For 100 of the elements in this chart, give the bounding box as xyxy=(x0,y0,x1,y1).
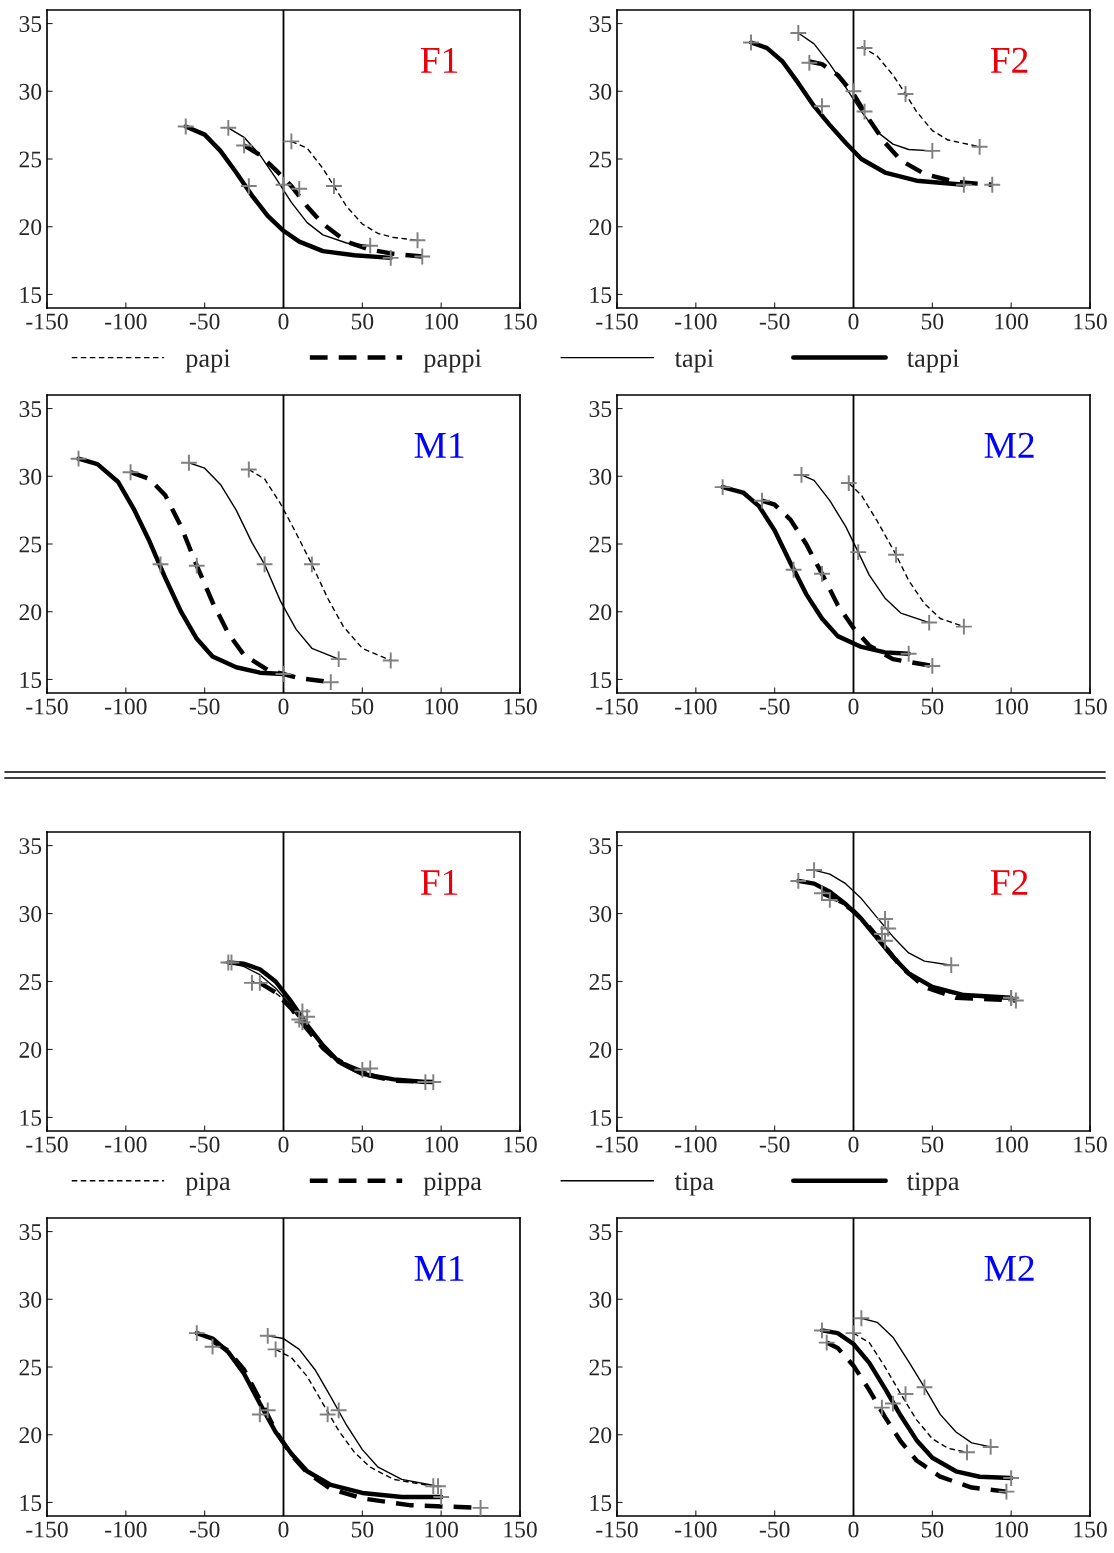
y-tick-label: 25 xyxy=(589,151,612,168)
x-tick-label: 0 xyxy=(278,1136,289,1153)
x-tick-label: 50 xyxy=(921,698,944,715)
legend-label: tappi xyxy=(907,349,960,373)
x-tick-label: -150 xyxy=(26,698,68,715)
y-tick-label: 15 xyxy=(590,1110,612,1126)
y-tick-label: 15 xyxy=(590,672,612,688)
y-tick-label: 20 xyxy=(589,219,612,236)
y-tick-label: 30 xyxy=(589,468,612,485)
x-tick-label: -100 xyxy=(675,698,717,715)
y-tick-label: 25 xyxy=(19,536,42,553)
x-tick-label: 50 xyxy=(921,1136,944,1153)
y-tick-label: 35 xyxy=(19,401,42,417)
legend-label: tipa xyxy=(674,1172,714,1196)
text: F2 xyxy=(990,870,1028,895)
text: F1 xyxy=(420,870,458,895)
y-tick-label: 35 xyxy=(589,838,612,855)
legend-label: tippa xyxy=(907,1172,960,1196)
x-tick-label: 50 xyxy=(351,1521,374,1538)
y-tick-label: 25 xyxy=(19,1359,42,1376)
x-tick-label: 0 xyxy=(278,698,289,715)
x-tick-label: 150 xyxy=(1074,313,1107,330)
y-tick-label: 25 xyxy=(589,536,612,553)
text: F1 xyxy=(420,47,458,73)
x-tick-label: -50 xyxy=(759,698,790,715)
x-tick-label: -50 xyxy=(189,313,220,330)
x-tick-label: 100 xyxy=(425,313,458,330)
text: M2 xyxy=(984,1255,1034,1281)
x-tick-label: 0 xyxy=(278,313,289,330)
y-tick-label: 20 xyxy=(19,604,42,621)
y-tick-label: 15 xyxy=(20,287,42,303)
y-tick-label: 20 xyxy=(589,1427,612,1444)
x-tick-label: 50 xyxy=(351,313,374,330)
x-tick-label: 100 xyxy=(425,1521,458,1538)
x-tick-label: 150 xyxy=(1074,698,1107,715)
y-tick-label: 35 xyxy=(19,1224,42,1240)
x-tick-label: -50 xyxy=(189,1521,220,1538)
x-tick-label: 50 xyxy=(921,313,944,330)
x-tick-label: 150 xyxy=(1074,1136,1107,1153)
text: M1 xyxy=(414,1255,464,1281)
y-tick-label: 15 xyxy=(20,1110,42,1126)
x-tick-label: -100 xyxy=(105,1521,147,1538)
y-tick-label: 25 xyxy=(589,974,612,990)
x-tick-label: 150 xyxy=(504,1136,537,1153)
x-tick-label: 0 xyxy=(848,1521,859,1538)
x-tick-label: 50 xyxy=(351,698,374,715)
legend-label: pipa xyxy=(185,1172,231,1196)
x-tick-label: -100 xyxy=(675,1521,717,1538)
legend-label: papi xyxy=(185,349,231,373)
y-tick-label: 25 xyxy=(589,1359,612,1376)
y-tick-label: 20 xyxy=(19,1427,42,1444)
x-tick-label: 0 xyxy=(848,1136,859,1153)
y-tick-label: 30 xyxy=(19,906,42,922)
y-tick-label: 30 xyxy=(19,468,42,485)
y-tick-label: 35 xyxy=(19,838,42,855)
text: M1 xyxy=(414,432,464,458)
y-tick-label: 15 xyxy=(590,287,612,303)
y-tick-label: 30 xyxy=(19,83,42,100)
x-tick-label: -150 xyxy=(596,313,638,330)
text: F2 xyxy=(990,47,1028,73)
y-tick-label: 25 xyxy=(19,974,42,990)
legend-label: pippa xyxy=(423,1172,482,1196)
y-tick-label: 30 xyxy=(589,906,612,922)
y-tick-label: 35 xyxy=(589,401,612,417)
x-tick-label: 0 xyxy=(278,1521,289,1538)
x-tick-label: 100 xyxy=(425,698,458,715)
x-tick-label: -50 xyxy=(189,698,220,715)
y-tick-label: 15 xyxy=(590,1495,612,1511)
x-tick-label: 50 xyxy=(351,1136,374,1153)
x-tick-label: -100 xyxy=(105,698,147,715)
x-tick-label: -50 xyxy=(759,1521,790,1538)
x-tick-label: -100 xyxy=(105,1136,147,1153)
x-tick-label: 150 xyxy=(504,698,537,715)
y-tick-label: 30 xyxy=(589,1291,612,1308)
y-tick-label: 35 xyxy=(19,16,42,32)
x-tick-label: -50 xyxy=(189,1136,220,1153)
x-tick-label: 100 xyxy=(995,1136,1028,1153)
text: M2 xyxy=(984,432,1034,458)
y-tick-label: 20 xyxy=(589,604,612,621)
x-tick-label: 100 xyxy=(995,313,1028,330)
x-tick-label: -100 xyxy=(105,313,147,330)
y-tick-label: 20 xyxy=(19,219,42,236)
y-tick-label: 30 xyxy=(589,83,612,100)
x-tick-label: 0 xyxy=(848,698,859,715)
y-tick-label: 20 xyxy=(589,1041,612,1058)
x-tick-label: 100 xyxy=(995,698,1028,715)
x-tick-label: -150 xyxy=(26,1521,68,1538)
x-tick-label: -50 xyxy=(759,1136,790,1153)
x-tick-label: 100 xyxy=(425,1136,458,1153)
y-tick-label: 25 xyxy=(19,151,42,168)
x-tick-label: -150 xyxy=(596,1136,638,1153)
y-tick-label: 30 xyxy=(19,1291,42,1308)
y-tick-label: 20 xyxy=(19,1041,42,1058)
x-tick-label: -150 xyxy=(596,1521,638,1538)
x-tick-label: -150 xyxy=(26,313,68,330)
y-tick-label: 35 xyxy=(589,1224,612,1240)
x-tick-label: -150 xyxy=(596,698,638,715)
x-tick-label: -150 xyxy=(26,1136,68,1153)
x-tick-label: -50 xyxy=(759,313,790,330)
x-tick-label: -100 xyxy=(675,313,717,330)
